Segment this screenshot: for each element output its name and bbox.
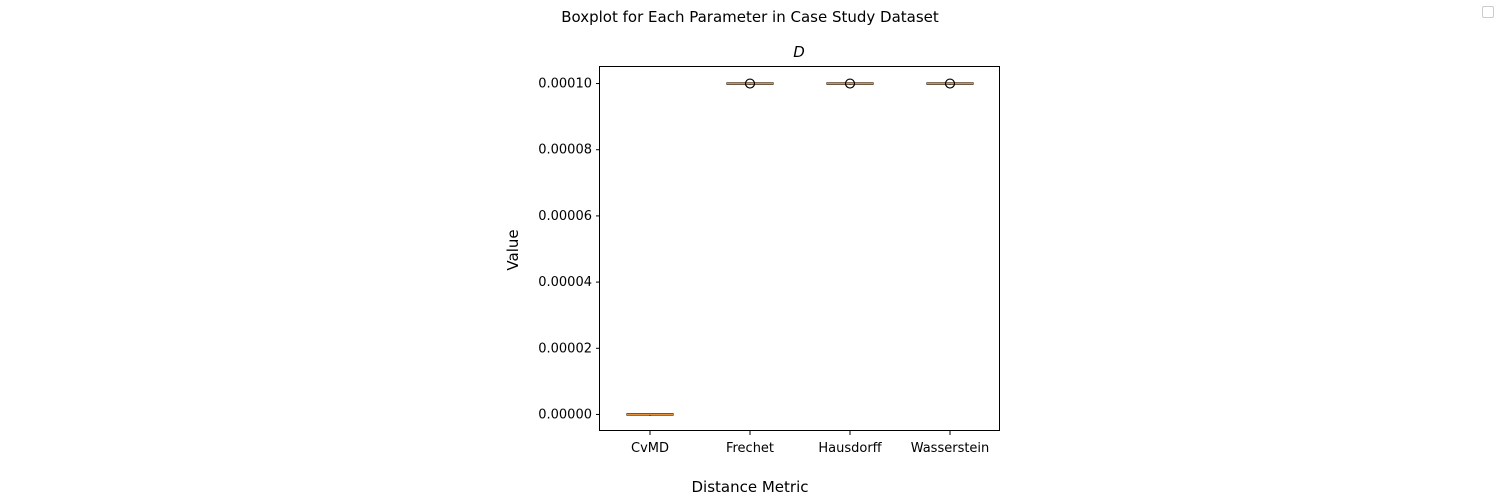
chart-title: D: [793, 43, 805, 61]
x-tick-label: CvMD: [631, 441, 669, 456]
box-outlier: [744, 78, 756, 89]
plot-area: 0.00000 0.00002 0.00004 0.00006 0.00008 0.000…: [538, 77, 989, 456]
y-axis-label: Value: [504, 229, 522, 270]
y-tick-label: 0.00000: [538, 407, 592, 422]
axes-frame: [599, 66, 1000, 431]
box-outlier: [944, 78, 956, 89]
empty-legend-box: [1482, 6, 1494, 18]
y-tick-label: 0.00008: [538, 143, 592, 158]
x-tick-label: Wasserstein: [911, 441, 990, 456]
y-tick-label: 0.00006: [538, 209, 592, 224]
figure-suptitle: Boxplot for Each Parameter in Case Study…: [561, 8, 939, 26]
x-axis-label: Distance Metric: [692, 478, 809, 496]
y-tick-label: 0.00010: [538, 77, 592, 92]
y-tick-label: 0.00004: [538, 275, 592, 290]
y-tick-label: 0.00002: [538, 341, 592, 356]
x-tick-label: Frechet: [726, 441, 774, 456]
box-outlier: [844, 78, 856, 89]
x-tick-label: Hausdorff: [818, 441, 882, 456]
